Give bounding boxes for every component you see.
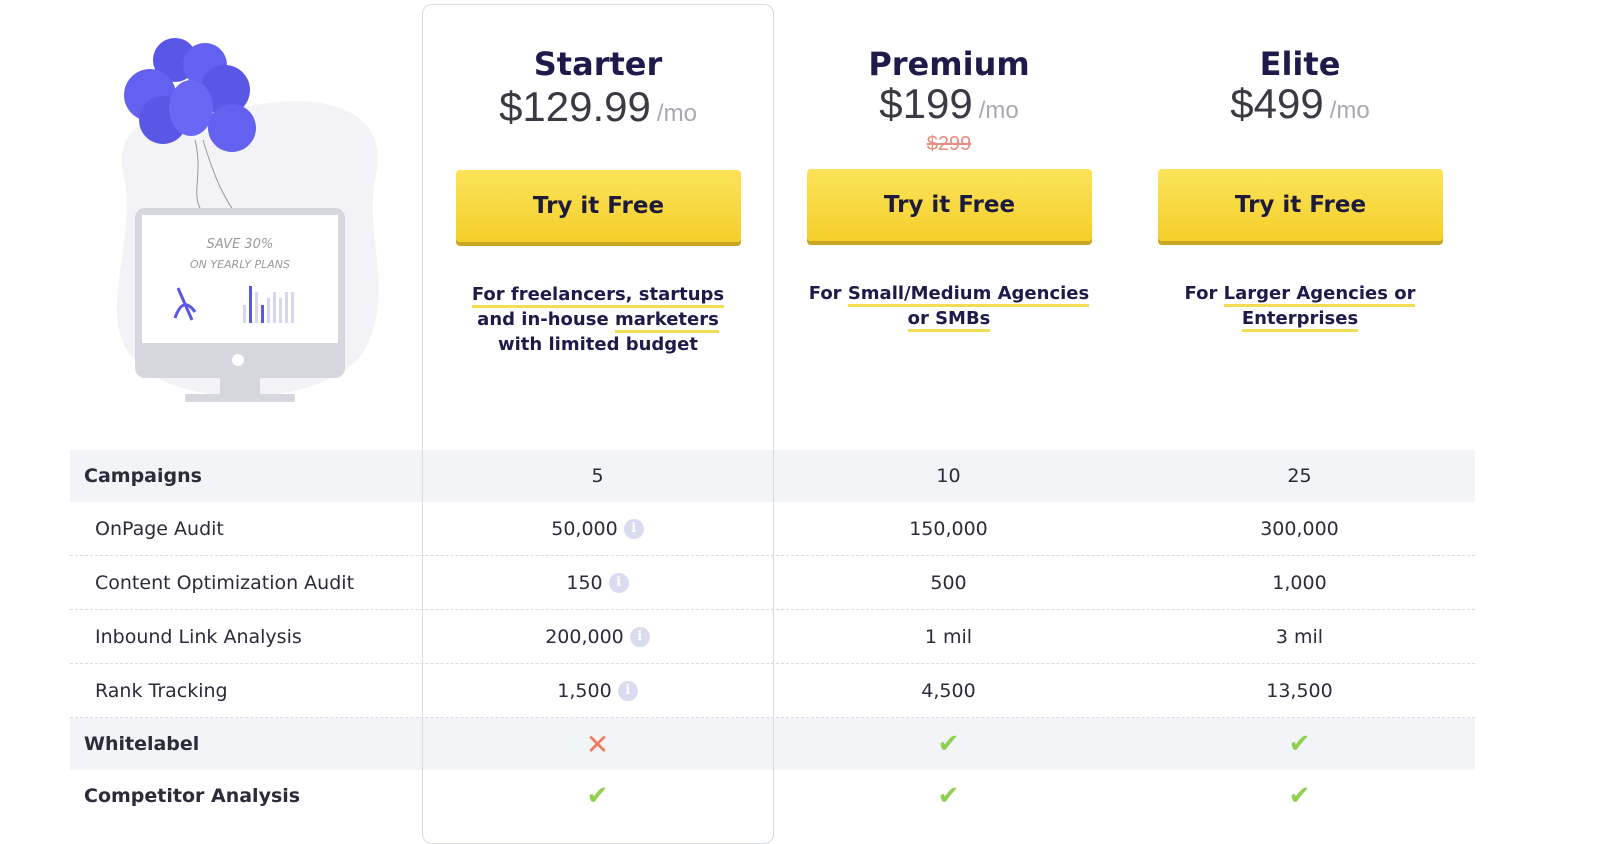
plan-name: Premium [868,45,1030,83]
value-text: 1 mil [924,625,973,648]
value-text: 500 [930,571,967,594]
feature-value: ✔ [773,781,1124,811]
try-free-button-starter[interactable]: Try it Free [456,170,741,242]
check-icon: ✔ [586,781,609,811]
info-icon[interactable]: i [623,518,644,539]
desc-text: Small/Medium Agencies [847,283,1090,307]
feature-label: Content Optimization Audit [95,571,355,594]
feature-value: ✔ [773,729,1124,759]
plan-price: $499 [1230,80,1324,127]
feature-label: Campaigns [84,465,202,487]
illustration-text-2: ON YEARLY PLANS [190,258,290,271]
plan-description: For Larger Agencies or Enterprises [1144,281,1456,332]
value-text: 25 [1287,465,1312,487]
desc-text: marketers [614,309,719,333]
feature-value: ✔ [1124,729,1475,759]
value-text: 10 [936,465,961,487]
plan-price: $199 [879,80,973,127]
feature-value: 4,500 [773,680,1124,702]
plan-price: $129.99 [499,83,651,130]
plan-elite: Elite $499/mo Try it Free For Larger Age… [1124,44,1476,332]
feature-label: Inbound Link Analysis [95,625,302,648]
check-icon: ✔ [1288,781,1311,811]
value-text: 3 mil [1275,625,1324,648]
feature-value: 1,000 [1124,572,1475,594]
value-text: 5 [591,465,604,487]
value-text: 4,500 [921,679,976,702]
feature-value: 500 [773,572,1124,594]
plan-description: For Small/Medium Agencies or SMBs [793,281,1105,332]
value-text: 150,000 [909,517,988,540]
desc-text: with limited budget [498,334,698,355]
feature-value: ✔ [422,781,773,811]
desc-text: Enterprises [1241,308,1359,332]
feature-label: Rank Tracking [95,679,228,702]
plan-name: Starter [533,45,663,83]
plan-old-price: $299 [926,133,972,155]
feature-label: Whitelabel [84,733,200,755]
value-text: 300,000 [1260,517,1339,540]
feature-value: 25 [1124,465,1475,487]
desc-text: For [1184,283,1224,304]
feature-value: ✕ [422,728,773,761]
feature-value: 5 [422,465,773,487]
check-icon: ✔ [937,729,960,759]
plan-name: Elite [1259,45,1341,83]
feature-value: 10 [773,465,1124,487]
feature-value: 50,000 i [422,518,773,540]
feature-value: 1 mil [773,626,1124,648]
illustration-text-1: SAVE 30% [207,237,274,252]
table-row: Content Optimization Audit 150 i 500 1,000 [70,556,1475,610]
value-text: 200,000 [545,625,624,648]
feature-value: 300,000 [1124,518,1475,540]
value-text: 1,500 [557,679,612,702]
feature-value: 150 i [422,572,773,594]
desc-text: For freelancers, startups [471,284,725,308]
try-free-button-premium[interactable]: Try it Free [807,169,1092,241]
value-text: 1,000 [1272,571,1327,594]
desc-text: and in-house [477,309,615,330]
plan-period: /mo [1329,97,1370,124]
info-icon[interactable]: i [608,572,629,593]
table-row: Campaigns 5 10 25 [70,450,1475,502]
value-text: 50,000 [551,517,618,540]
feature-value: ✔ [1124,781,1475,811]
desc-text: For [808,283,848,304]
table-row: Whitelabel ✕ ✔ ✔ [70,718,1475,770]
feature-value: 13,500 [1124,680,1475,702]
desc-text: or SMBs [907,308,991,332]
plan-period: /mo [978,97,1019,124]
illustration-balloons-monitor: SAVE 30% ON YEARLY PLANS [95,30,395,420]
check-icon: ✔ [937,781,960,811]
feature-value: 3 mil [1124,626,1475,648]
cross-icon: ✕ [585,727,610,761]
feature-label: OnPage Audit [95,517,224,540]
table-row: Inbound Link Analysis 200,000 i 1 mil 3 mil [70,610,1475,664]
info-icon[interactable]: i [629,626,650,647]
feature-comparison-table: Campaigns 5 10 25 OnPage Audit 50,000 i 150,000… [70,450,1475,822]
plan-description: For freelancers, startups and in-house m… [442,282,754,357]
value-text: 13,500 [1266,679,1333,702]
feature-value: 150,000 [773,518,1124,540]
try-free-button-elite[interactable]: Try it Free [1158,169,1443,241]
plan-premium: Premium $199/mo $299 Try it Free For Sma… [773,44,1125,332]
value-text: 150 [566,571,603,594]
plan-starter: Starter $129.99/mo Try it Free For freel… [422,44,774,355]
feature-value: 1,500 i [422,680,773,702]
plan-period: /mo [656,100,697,127]
desc-text: Larger Agencies or [1223,283,1416,307]
feature-value: 200,000 i [422,626,773,648]
table-row: OnPage Audit 50,000 i 150,000 300,000 [70,502,1475,556]
info-icon[interactable]: i [617,680,638,701]
table-row: Competitor Analysis ✔ ✔ ✔ [70,770,1475,822]
table-row: Rank Tracking 1,500 i 4,500 13,500 [70,664,1475,718]
check-icon: ✔ [1288,729,1311,759]
feature-label: Competitor Analysis [84,785,301,807]
